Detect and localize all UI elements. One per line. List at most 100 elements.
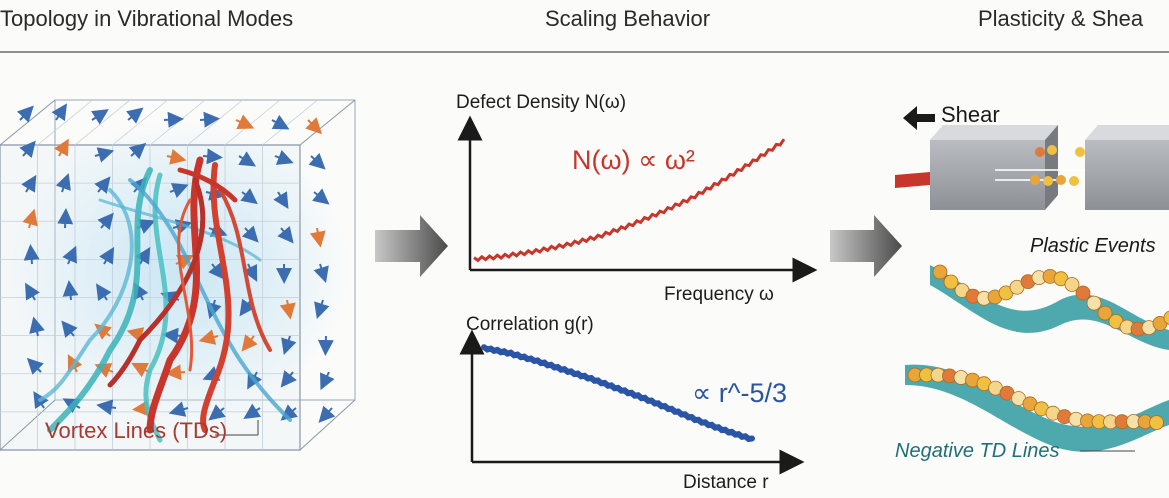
plastic-events-label: Plastic Events — [1030, 235, 1156, 257]
vector-arrow — [238, 151, 257, 167]
vector-arrow — [318, 405, 336, 423]
shear-label: Shear — [941, 102, 1000, 127]
vector-arrow — [313, 263, 329, 284]
vector-arrow — [240, 188, 258, 205]
vector-arrow — [53, 138, 69, 157]
vector-arrow — [242, 263, 258, 282]
vector-arrow — [208, 262, 225, 280]
defect-density-curve — [473, 138, 786, 263]
header-plasticity: Plasticity & Shea — [978, 6, 1144, 31]
vector-arrow — [16, 105, 34, 123]
event-bead — [1149, 415, 1164, 430]
defect-chart-xlabel: Frequency ω — [664, 284, 774, 305]
vector-arrow — [94, 363, 114, 378]
vector-arrow — [168, 401, 189, 417]
vector-arrow — [279, 299, 296, 320]
event-bead — [1064, 277, 1080, 292]
shear-arrow-icon — [903, 106, 935, 130]
correlation-fit-label: ∝ r^-5/3 — [692, 378, 787, 408]
vector-arrow — [23, 244, 40, 265]
vector-arrow — [235, 114, 255, 129]
vector-arrow — [126, 107, 144, 124]
negative-td-label: Negative TD Lines — [895, 440, 1060, 462]
header-scaling: Scaling Behavior — [545, 6, 711, 31]
vector-arrow — [305, 117, 323, 135]
defect-fit-label: N(ω) ∝ ω² — [572, 145, 695, 175]
defect-chart-title: Defect Density N(ω) — [456, 92, 627, 113]
vector-arrow — [163, 111, 184, 128]
vector-arrow — [19, 140, 36, 159]
vector-arrow — [273, 191, 289, 210]
plastic-event-beads — [907, 264, 1169, 430]
vector-arrow — [243, 403, 262, 420]
vector-arrow — [308, 152, 326, 170]
correlation-curve — [481, 344, 755, 443]
vector-arrow — [21, 174, 37, 193]
vector-arrow — [25, 282, 40, 301]
vector-arrow — [312, 188, 330, 205]
vector-arrow — [277, 226, 294, 244]
vector-arrow — [202, 148, 223, 165]
vector-arrow — [320, 371, 335, 391]
vector-field — [16, 103, 336, 423]
vector-arrow — [96, 399, 117, 416]
lattice-cube — [0, 99, 356, 451]
header-topology: Topology in Vibrational Modes — [0, 6, 294, 31]
event-bead — [943, 274, 959, 290]
vector-arrow — [94, 147, 115, 163]
vector-arrow — [22, 208, 38, 229]
grid-line — [262, 99, 318, 146]
vector-arrow — [199, 111, 220, 128]
correlation-chart-xlabel: Distance r — [683, 472, 769, 493]
vector-arrow — [271, 114, 290, 130]
vector-arrow — [62, 245, 77, 265]
vector-arrow — [198, 329, 219, 345]
defect-chart-axes — [457, 115, 818, 283]
vector-arrow — [51, 103, 68, 122]
vector-arrow — [281, 335, 297, 356]
vector-arrow — [26, 357, 44, 375]
vector-arrow — [162, 327, 183, 344]
vector-arrow — [165, 364, 186, 381]
vector-arrow — [61, 320, 78, 338]
event-bead — [1086, 295, 1102, 311]
vector-arrow — [169, 183, 189, 198]
vector-arrow — [29, 316, 45, 337]
td-ribbon-upper — [930, 265, 1169, 350]
vector-arrow — [133, 282, 149, 301]
event-bead — [932, 264, 948, 280]
event-bead — [1075, 285, 1091, 301]
grid-line — [37, 99, 93, 146]
vortex-lines — [38, 156, 292, 443]
transition-arrow-2 — [830, 215, 902, 277]
vector-arrow — [62, 280, 79, 301]
vector-arrow — [128, 142, 147, 160]
transition-arrow-1 — [375, 215, 448, 277]
vector-arrow — [91, 109, 109, 125]
vector-arrow — [57, 208, 74, 229]
event-bead — [1163, 310, 1169, 325]
vector-arrow — [166, 149, 187, 165]
vector-arrow — [241, 334, 258, 352]
vector-arrow — [135, 246, 151, 265]
correlation-chart-axes — [459, 329, 805, 475]
vector-arrow — [208, 404, 226, 421]
vector-arrow — [55, 173, 71, 193]
correlation-chart-title: Correlation g(r) — [466, 314, 594, 335]
vector-arrow — [314, 299, 330, 320]
vector-arrow — [280, 370, 297, 388]
vector-arrow — [95, 283, 112, 302]
vector-arrow — [280, 404, 298, 421]
vector-arrow — [309, 227, 326, 248]
vector-arrow — [274, 149, 294, 165]
vector-arrow — [241, 225, 259, 243]
shear-blocks — [895, 125, 1169, 210]
vector-arrow — [99, 246, 115, 265]
vector-arrow — [94, 176, 111, 194]
event-bead — [1097, 305, 1113, 321]
vector-arrow — [97, 212, 114, 231]
header-divider — [0, 51, 1169, 53]
vector-arrow — [94, 323, 112, 340]
vortex-lines-callout: Vortex Lines (TDs) — [45, 418, 228, 443]
